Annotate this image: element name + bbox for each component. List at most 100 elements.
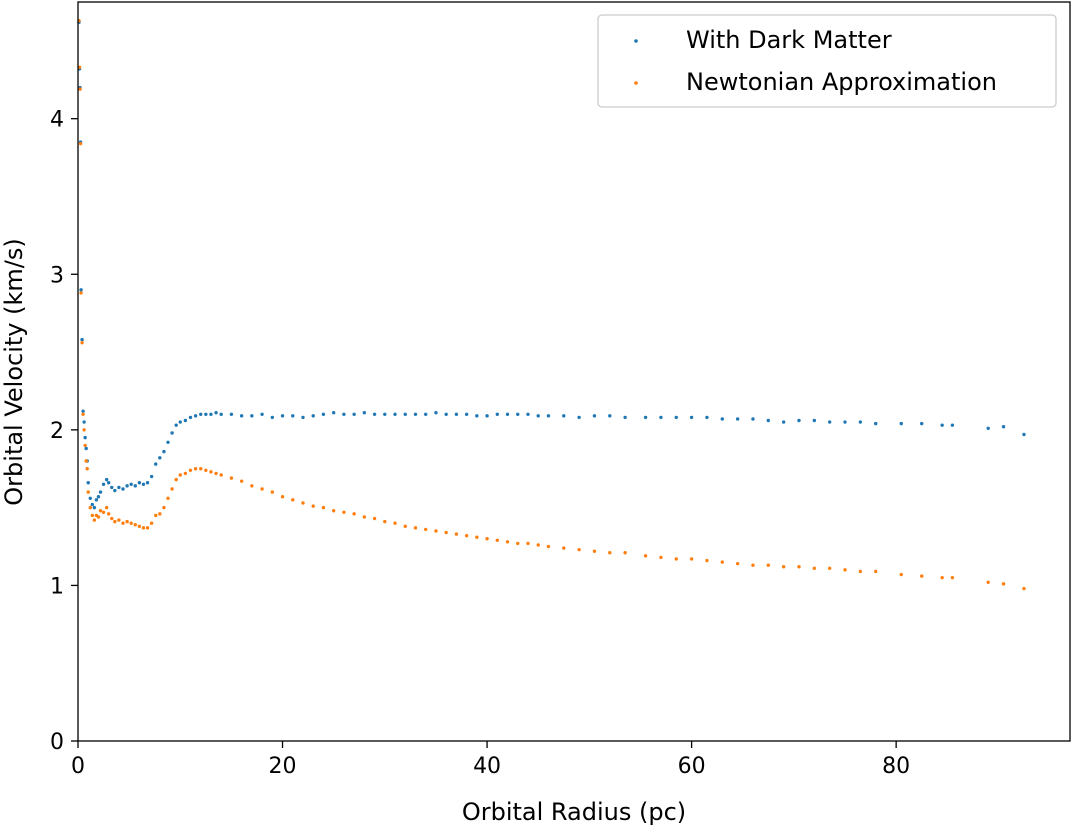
data-point [546, 544, 551, 549]
data-point [79, 288, 83, 292]
data-point [873, 569, 878, 574]
data-point [526, 541, 530, 546]
y-axis-label: Orbital Velocity (km/s) [0, 238, 28, 505]
data-point [1022, 586, 1026, 591]
data-point [98, 509, 103, 513]
x-tick-label: 80 [882, 754, 910, 779]
data-point [321, 505, 326, 510]
data-point [162, 505, 166, 510]
data-point [250, 484, 254, 488]
data-point [125, 519, 129, 524]
data-point [485, 537, 489, 541]
data-point [170, 487, 174, 491]
legend-label-with-dark-matter: With Dark Matter [686, 26, 892, 54]
y-tick-label: 4 [50, 108, 64, 133]
data-point [827, 420, 832, 424]
data-point [121, 521, 125, 525]
data-point [393, 521, 397, 525]
x-axis-ticks: 0 20 40 60 80 [71, 741, 910, 779]
data-point [219, 473, 223, 477]
data-point [77, 65, 82, 70]
data-point [464, 533, 469, 538]
data-point [104, 505, 109, 510]
data-point [301, 415, 305, 420]
data-point [125, 484, 129, 488]
data-point [80, 341, 84, 345]
data-point [858, 569, 863, 574]
data-point [96, 515, 101, 519]
data-point [562, 546, 566, 550]
legend-marker-with-dark-matter [634, 39, 638, 43]
data-point [827, 566, 832, 571]
data-point [81, 412, 85, 416]
data-point [90, 513, 95, 518]
data-point [797, 418, 801, 423]
data-point [85, 467, 89, 471]
data-point [98, 490, 103, 494]
data-point [986, 426, 990, 430]
data-point [424, 412, 428, 416]
data-point [188, 415, 193, 420]
data-point [766, 418, 771, 423]
data-point [342, 412, 346, 416]
data-point [137, 524, 142, 528]
data-point [623, 551, 627, 555]
data-point [608, 551, 612, 555]
data-point [735, 417, 740, 421]
data-point [873, 421, 878, 426]
data-point [193, 414, 198, 418]
data-point [117, 518, 121, 522]
data-point [495, 538, 499, 542]
data-point [101, 510, 106, 514]
data-point [291, 498, 295, 502]
data-point [536, 543, 540, 547]
data-point [592, 414, 597, 418]
data-point [193, 467, 198, 471]
data-point [101, 482, 106, 486]
data-point [280, 495, 285, 499]
data-point [577, 415, 581, 420]
data-point [781, 565, 786, 569]
legend-label-newtonian: Newtonian Approximation [686, 68, 997, 96]
data-point [270, 490, 275, 494]
data-point [239, 479, 244, 483]
data-point [1001, 425, 1006, 429]
data-point [88, 505, 92, 510]
data-point [920, 421, 924, 426]
data-point [145, 526, 150, 530]
data-point [1001, 582, 1006, 586]
data-point [117, 485, 121, 490]
data-point [145, 481, 150, 485]
data-point [260, 412, 264, 416]
data-point [78, 141, 83, 146]
data-point [623, 415, 627, 420]
data-point [362, 411, 367, 415]
data-point [674, 557, 678, 561]
data-point [178, 420, 182, 424]
data-point [92, 518, 97, 522]
data-point [464, 412, 469, 416]
data-point [92, 505, 97, 510]
data-point [214, 411, 218, 415]
data-point [84, 446, 88, 451]
data-point [129, 482, 133, 486]
data-point [516, 412, 520, 416]
y-tick-label: 3 [50, 263, 64, 288]
data-point [812, 566, 817, 571]
data-point [751, 417, 755, 421]
y-tick-label: 0 [50, 730, 64, 755]
data-point [705, 558, 709, 563]
data-point [204, 412, 208, 416]
data-point [84, 459, 88, 463]
data-point [113, 488, 117, 493]
data-point [149, 474, 154, 479]
data-point [170, 431, 174, 435]
data-point [158, 456, 162, 460]
data-point [81, 409, 85, 413]
data-point [444, 412, 448, 416]
y-axis-ticks: 0 1 2 3 4 [50, 108, 78, 755]
data-point [577, 547, 581, 552]
data-point [920, 574, 924, 578]
data-point [229, 412, 234, 416]
x-tick-label: 0 [71, 754, 85, 779]
